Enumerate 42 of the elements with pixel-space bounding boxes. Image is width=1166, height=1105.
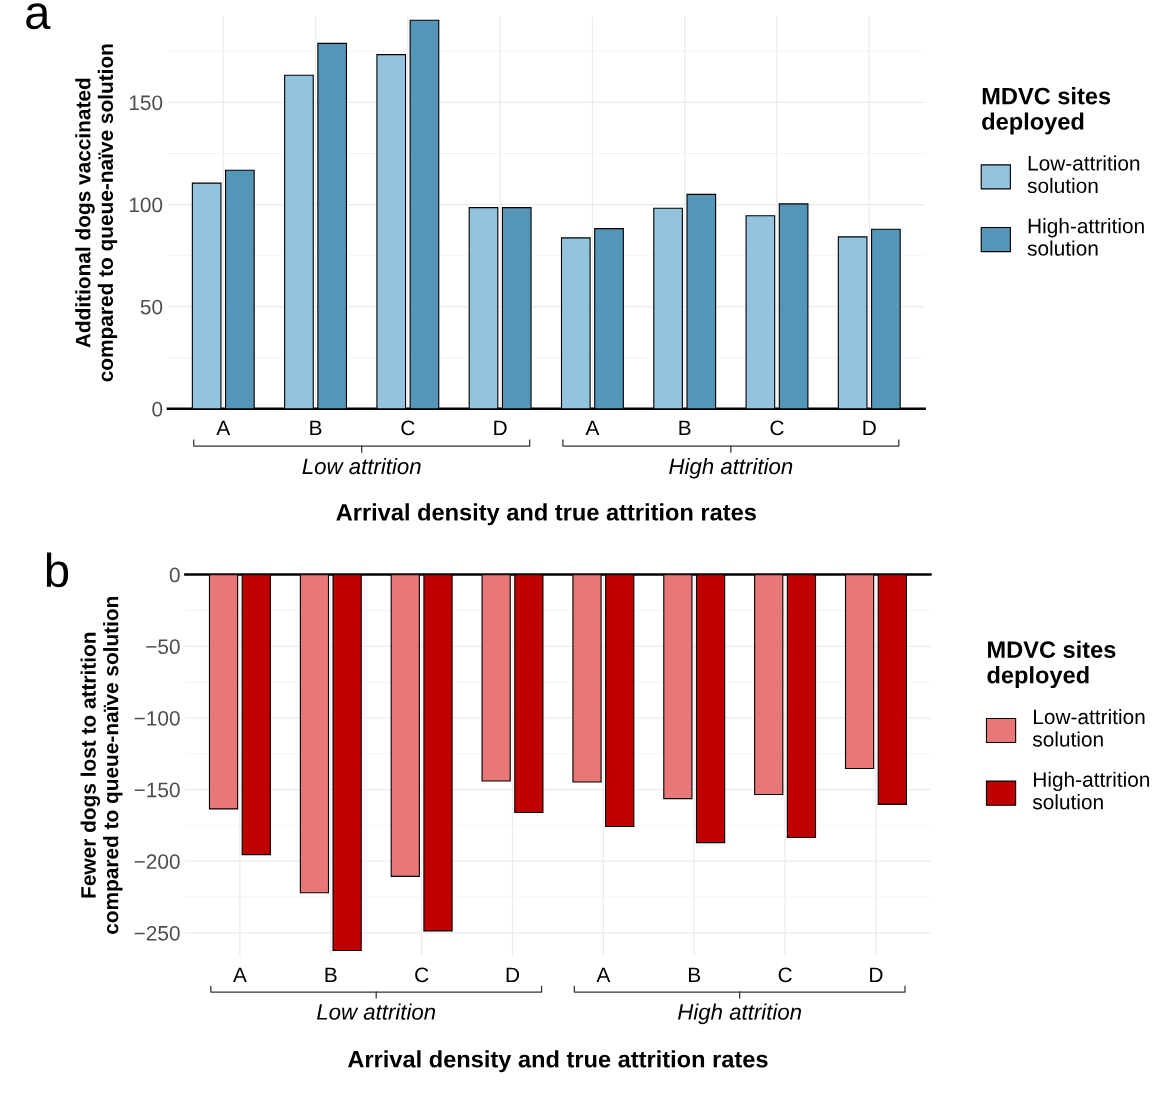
y-tick-label: 0 xyxy=(169,567,180,583)
y-tick-label: −100 xyxy=(134,710,180,726)
legend-title: MDVC sites deployed xyxy=(982,87,1111,135)
x-tick-label: C xyxy=(778,967,792,983)
legend-label: Low-attrition solution xyxy=(1032,708,1145,747)
legend-title: MDVC sites deployed xyxy=(987,640,1116,689)
chart-title: a xyxy=(26,3,51,30)
x-tick-label: D xyxy=(494,420,507,436)
x-tick-label: C xyxy=(401,420,415,436)
x-tick-label: A xyxy=(233,967,247,983)
y-tick-label: 150 xyxy=(129,95,163,111)
x-tick-label: C xyxy=(415,967,429,983)
y-tick-label: −200 xyxy=(134,854,180,869)
x-axis-title: Arrival density and true attrition rates xyxy=(336,503,756,526)
chart-title: b xyxy=(46,552,69,588)
y-tick-label: 100 xyxy=(129,197,163,213)
x-tick-label: D xyxy=(506,967,520,983)
x-tick-label: B xyxy=(679,420,691,436)
y-axis-title: Additional dogs vaccinated compared to queue-naïve solution xyxy=(75,44,118,382)
y-axis-title: Fewer dogs lost to attrition compared to queue-naïve solution xyxy=(80,596,123,934)
y-tick-label: 0 xyxy=(152,401,163,417)
x-tick-label: D xyxy=(870,967,883,983)
x-tick-label: A xyxy=(216,420,231,436)
legend-label: High-attrition solution xyxy=(1027,218,1144,256)
x-tick-label: B xyxy=(688,967,701,983)
y-tick-label: −150 xyxy=(134,782,180,798)
x-tick-label: A xyxy=(596,967,611,983)
x-tick-label: A xyxy=(585,420,600,436)
x-tick-label: C xyxy=(770,420,784,436)
x-tick-label: B xyxy=(325,967,337,983)
x-tick-label: B xyxy=(310,420,322,436)
x-axis-title: Arrival density and true attrition rates xyxy=(347,1050,768,1073)
legend-label: High-attrition solution xyxy=(1032,771,1150,810)
text: Low attrition xyxy=(316,1003,436,1020)
text: High attrition xyxy=(677,1003,802,1025)
y-tick-label: −250 xyxy=(134,925,180,941)
x-tick-label: D xyxy=(863,420,876,436)
text: Low attrition xyxy=(302,457,421,475)
text: High attrition xyxy=(669,457,793,479)
legend-label: Low-attrition solution xyxy=(1027,155,1140,194)
y-tick-label: 50 xyxy=(140,299,163,315)
y-tick-label: −50 xyxy=(146,639,180,655)
